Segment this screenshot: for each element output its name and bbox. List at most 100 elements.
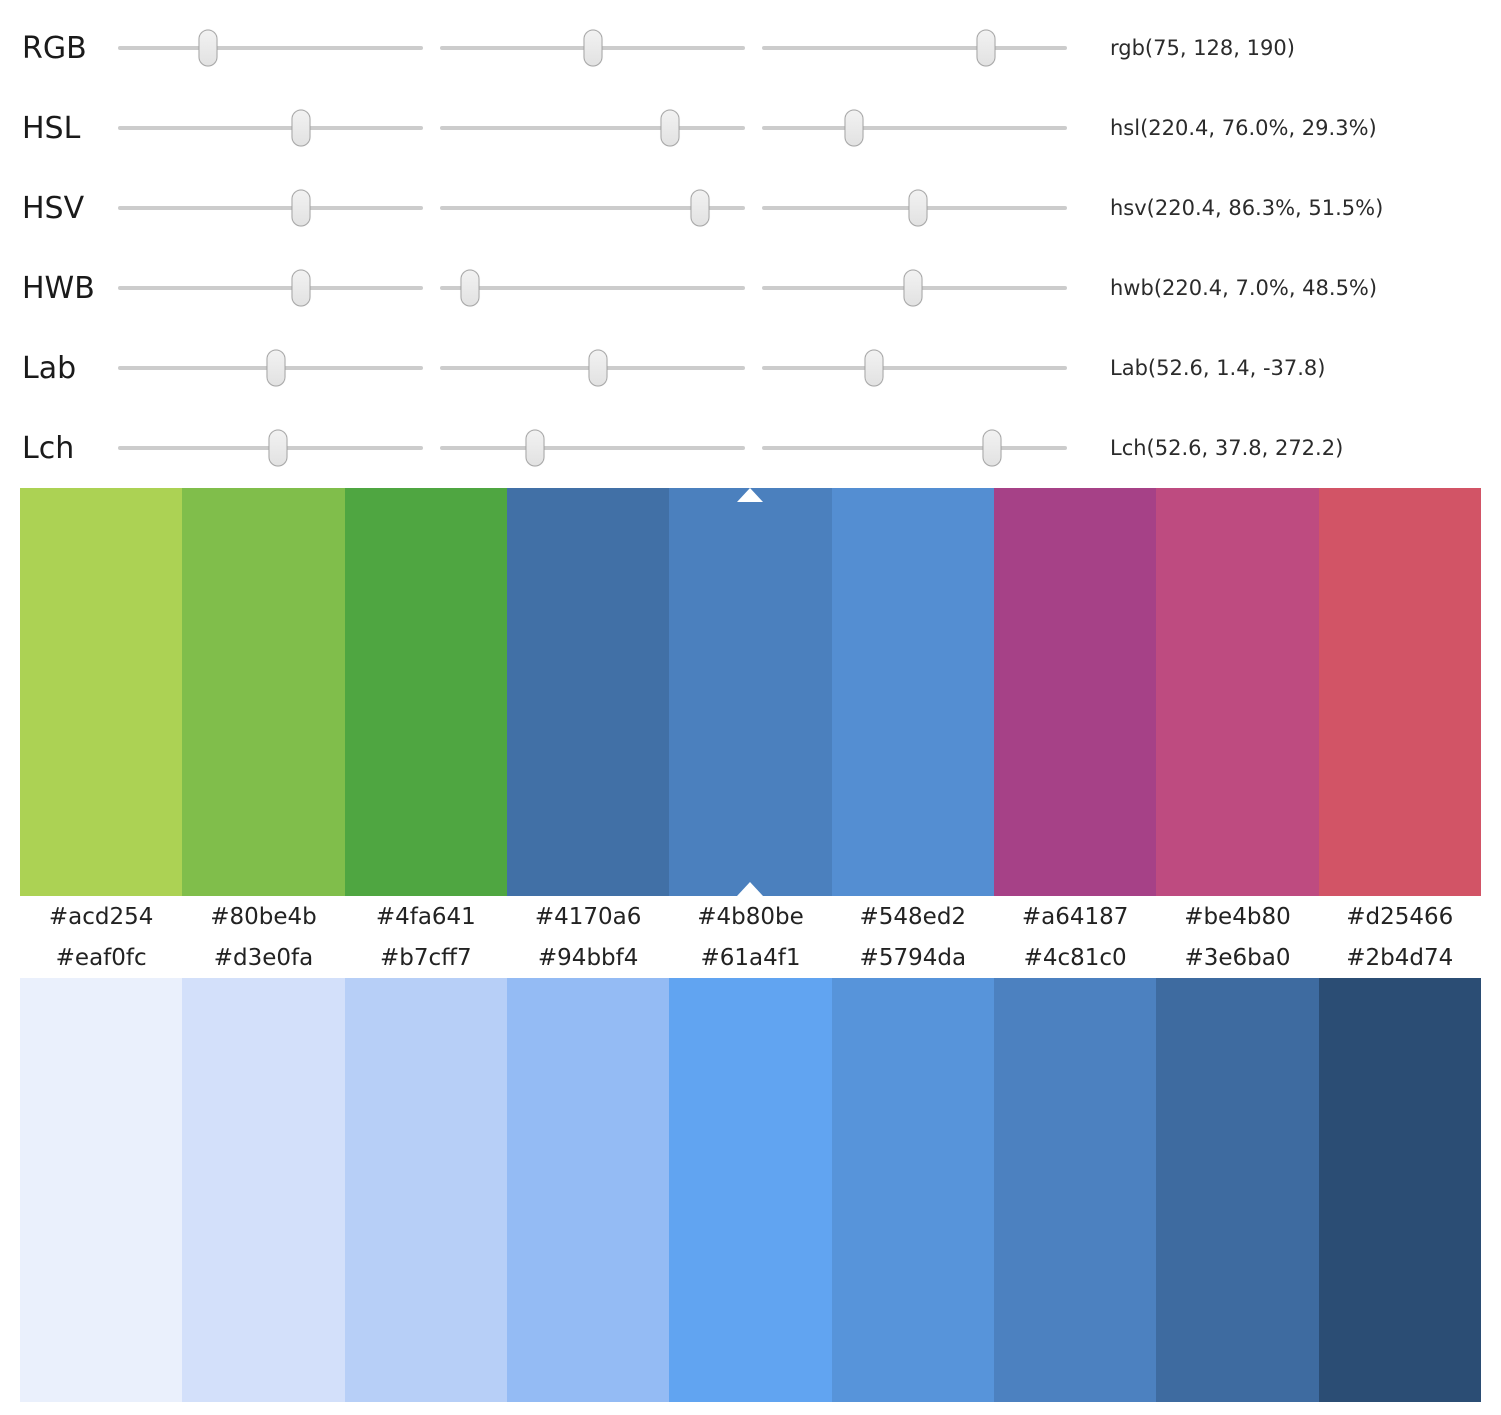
shade-palette-labels: #eaf0fc #d3e0fa #b7cff7 #94bbf4 #61a4f1 #5794… bbox=[20, 938, 1481, 978]
hex-code-label: #d25466 bbox=[1346, 904, 1454, 930]
hex-code-label: #4fa641 bbox=[375, 904, 476, 930]
slider-track bbox=[762, 446, 1067, 450]
slider-handle[interactable] bbox=[903, 269, 923, 307]
slider-handle[interactable] bbox=[266, 349, 286, 387]
slider-hsl-channel-2[interactable] bbox=[762, 106, 1067, 150]
slider-rgb-channel-0[interactable] bbox=[118, 26, 423, 70]
slider-hsl-channel-0[interactable] bbox=[118, 106, 423, 150]
slider-handle[interactable] bbox=[982, 429, 1002, 467]
slider-handle[interactable] bbox=[460, 269, 480, 307]
slider-handle[interactable] bbox=[268, 429, 288, 467]
colorspace-label: HSV bbox=[22, 190, 85, 226]
slider-hsv-channel-1[interactable] bbox=[440, 186, 745, 230]
hue-palette-labels: #acd254 #80be4b #4fa641 #4170a6 #4b80be #548e… bbox=[20, 896, 1481, 938]
slider-track bbox=[118, 126, 423, 130]
shade-swatch-2[interactable] bbox=[344, 978, 507, 1402]
slider-row-lch: Lch Lch(52.6, 37.8, 272.2) bbox=[0, 408, 1501, 488]
selected-swatch-marker-bottom bbox=[737, 882, 764, 896]
hue-swatch-7[interactable] bbox=[1156, 488, 1319, 896]
hex-code-label: #548ed2 bbox=[859, 904, 967, 930]
shade-swatch-1[interactable] bbox=[182, 978, 345, 1402]
slider-lch-channel-0[interactable] bbox=[118, 426, 423, 470]
slider-handle[interactable] bbox=[198, 29, 218, 67]
slider-track bbox=[762, 46, 1067, 50]
color-value-text: Lab(52.6, 1.4, -37.8) bbox=[1110, 356, 1326, 380]
slider-track bbox=[440, 446, 745, 450]
slider-rgb-channel-2[interactable] bbox=[762, 26, 1067, 70]
hex-code-label: #94bbf4 bbox=[537, 945, 639, 971]
hex-code-label: #4c81c0 bbox=[1023, 945, 1127, 971]
slider-track bbox=[440, 286, 745, 290]
slider-handle[interactable] bbox=[583, 29, 603, 67]
hue-swatch-3[interactable] bbox=[506, 488, 670, 896]
colorspace-label: Lch bbox=[22, 430, 75, 466]
shade-swatch-0[interactable] bbox=[20, 978, 183, 1402]
slider-rgb-channel-1[interactable] bbox=[440, 26, 745, 70]
slider-handle[interactable] bbox=[976, 29, 996, 67]
hue-swatch-0[interactable] bbox=[20, 488, 183, 896]
hue-palette bbox=[20, 488, 1481, 896]
slider-handle[interactable] bbox=[291, 109, 311, 147]
hue-swatch-8[interactable] bbox=[1318, 488, 1481, 896]
slider-row-lab: Lab Lab(52.6, 1.4, -37.8) bbox=[0, 328, 1501, 408]
shade-swatch-4[interactable] bbox=[669, 978, 832, 1402]
shade-swatch-6[interactable] bbox=[993, 978, 1157, 1402]
shade-swatch-5[interactable] bbox=[831, 978, 994, 1402]
hex-code-label: #acd254 bbox=[48, 904, 154, 930]
colorspace-label: Lab bbox=[22, 350, 77, 386]
slider-row-hsv: HSV hsv(220.4, 86.3%, 51.5%) bbox=[0, 168, 1501, 248]
hue-swatch-2[interactable] bbox=[344, 488, 507, 896]
colorspace-label: RGB bbox=[22, 30, 87, 66]
slider-hwb-channel-1[interactable] bbox=[440, 266, 745, 310]
shade-palette bbox=[20, 978, 1481, 1402]
slider-lch-channel-1[interactable] bbox=[440, 426, 745, 470]
slider-hwb-channel-2[interactable] bbox=[762, 266, 1067, 310]
slider-handle[interactable] bbox=[291, 189, 311, 227]
hex-code-label: #61a4f1 bbox=[700, 945, 801, 971]
shade-swatch-8[interactable] bbox=[1318, 978, 1481, 1402]
slider-track bbox=[118, 206, 423, 210]
hex-code-label: #4170a6 bbox=[534, 904, 642, 930]
slider-hwb-channel-0[interactable] bbox=[118, 266, 423, 310]
slider-track bbox=[440, 126, 745, 130]
slider-lab-channel-0[interactable] bbox=[118, 346, 423, 390]
hex-code-label: #be4b80 bbox=[1184, 904, 1291, 930]
hex-code-label: #eaf0fc bbox=[55, 945, 147, 971]
slider-hsl-channel-1[interactable] bbox=[440, 106, 745, 150]
slider-lch-channel-2[interactable] bbox=[762, 426, 1067, 470]
color-value-text: hsv(220.4, 86.3%, 51.5%) bbox=[1110, 196, 1384, 220]
slider-lab-channel-2[interactable] bbox=[762, 346, 1067, 390]
hue-swatch-5[interactable] bbox=[831, 488, 994, 896]
slider-track bbox=[440, 206, 745, 210]
shade-swatch-7[interactable] bbox=[1156, 978, 1319, 1402]
slider-lab-channel-1[interactable] bbox=[440, 346, 745, 390]
hue-swatch-4[interactable] bbox=[669, 488, 832, 896]
color-value-text: hwb(220.4, 7.0%, 48.5%) bbox=[1110, 276, 1378, 300]
slider-handle[interactable] bbox=[588, 349, 608, 387]
slider-handle[interactable] bbox=[908, 189, 928, 227]
slider-rows: RGB rgb(75, 128, 190) HSL hsl(220.4, 76.0%,… bbox=[0, 0, 1501, 488]
slider-handle[interactable] bbox=[660, 109, 680, 147]
slider-hsv-channel-0[interactable] bbox=[118, 186, 423, 230]
hue-swatch-1[interactable] bbox=[182, 488, 345, 896]
hex-code-label: #2b4d74 bbox=[1346, 945, 1454, 971]
hex-code-label: #80be4b bbox=[210, 904, 317, 930]
hex-code-label: #5794da bbox=[859, 945, 967, 971]
selected-swatch-marker-top bbox=[737, 488, 764, 502]
color-value-text: rgb(75, 128, 190) bbox=[1110, 36, 1295, 60]
slider-handle[interactable] bbox=[844, 109, 864, 147]
slider-handle[interactable] bbox=[864, 349, 884, 387]
slider-handle[interactable] bbox=[525, 429, 545, 467]
slider-track bbox=[762, 126, 1067, 130]
slider-track bbox=[762, 366, 1067, 370]
slider-hsv-channel-2[interactable] bbox=[762, 186, 1067, 230]
hex-code-label: #b7cff7 bbox=[380, 945, 472, 971]
slider-handle[interactable] bbox=[690, 189, 710, 227]
slider-row-hsl: HSL hsl(220.4, 76.0%, 29.3%) bbox=[0, 88, 1501, 168]
slider-track bbox=[118, 286, 423, 290]
shade-swatch-3[interactable] bbox=[506, 978, 670, 1402]
slider-row-rgb: RGB rgb(75, 128, 190) bbox=[0, 8, 1501, 88]
slider-handle[interactable] bbox=[291, 269, 311, 307]
hue-swatch-6[interactable] bbox=[993, 488, 1157, 896]
hex-code-label: #3e6ba0 bbox=[1184, 945, 1291, 971]
